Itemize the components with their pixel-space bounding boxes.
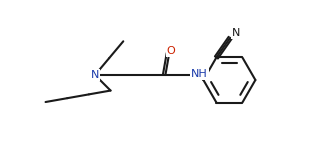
Text: N: N [91, 70, 99, 80]
Text: O: O [167, 46, 176, 56]
Text: N: N [232, 28, 240, 38]
Text: NH: NH [191, 69, 208, 79]
